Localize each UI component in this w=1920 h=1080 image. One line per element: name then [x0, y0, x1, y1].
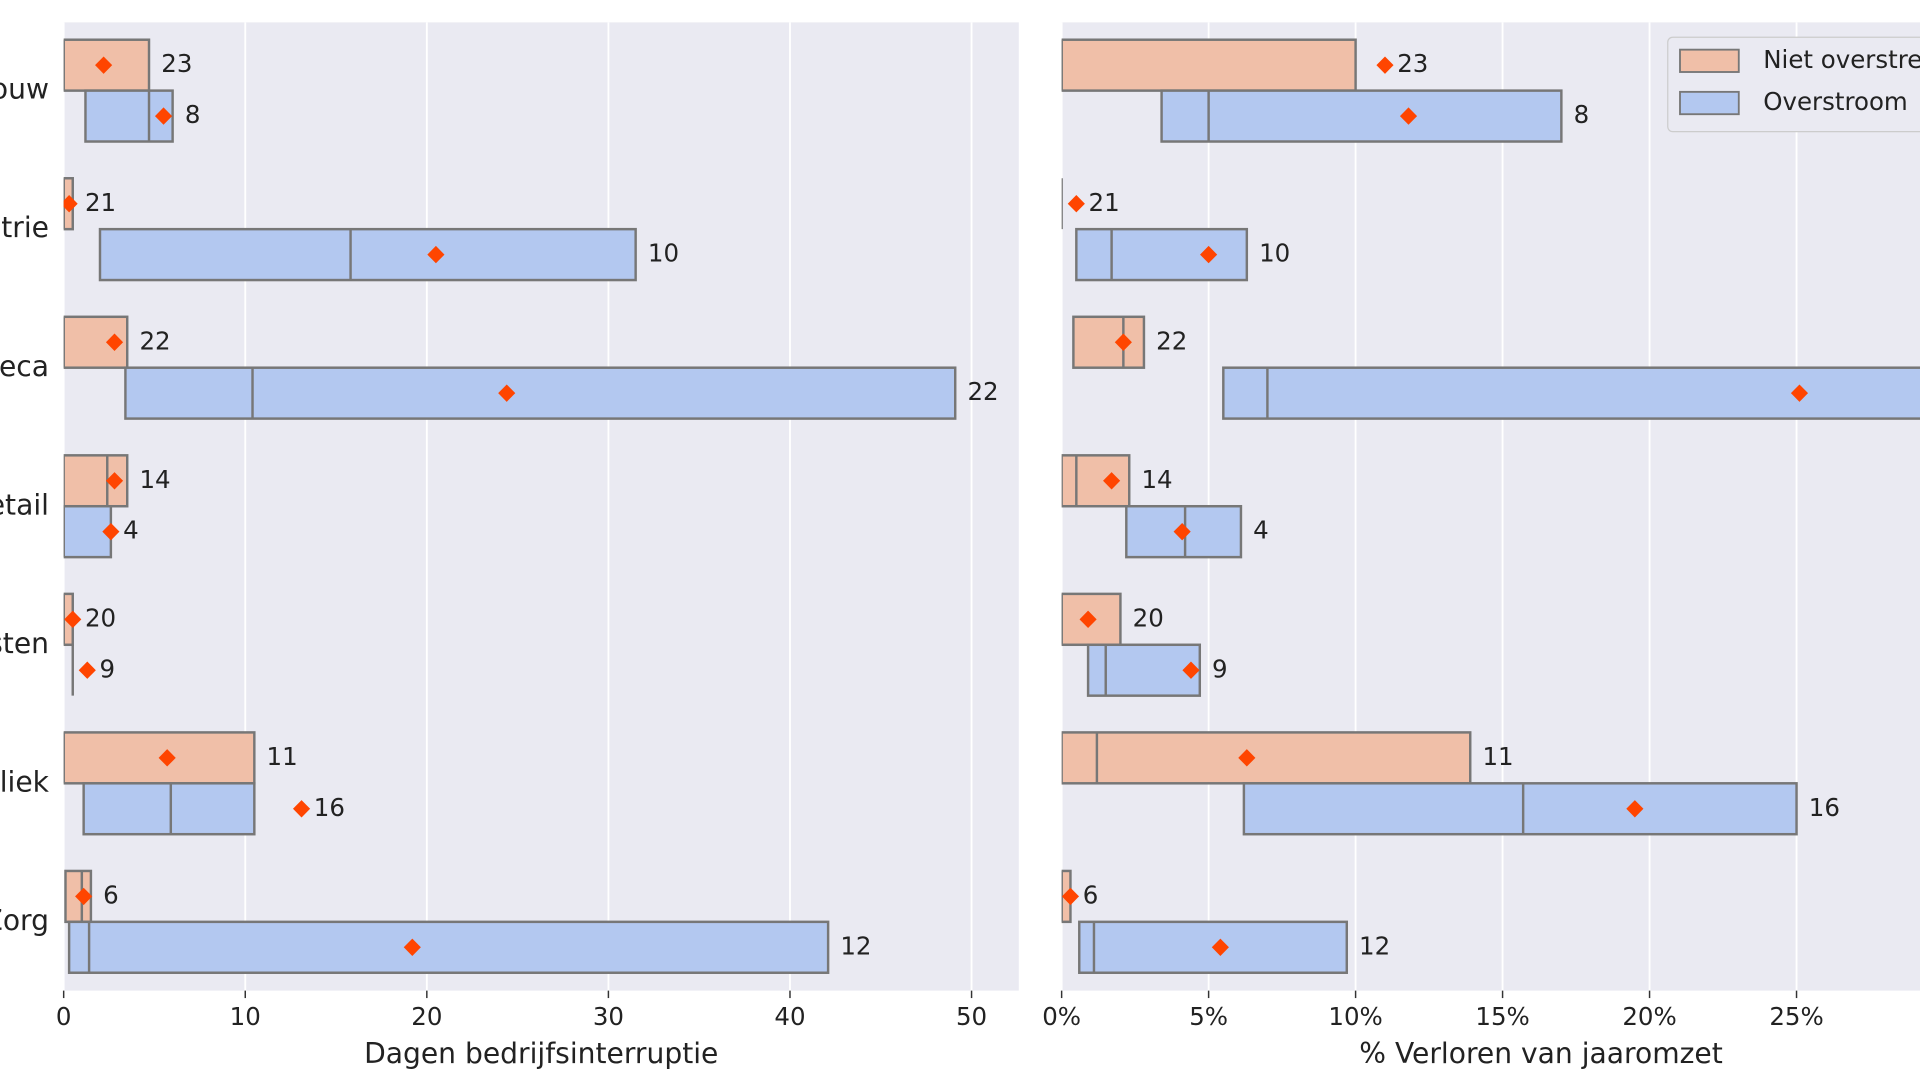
x-tick-label: 5% [1189, 1002, 1228, 1031]
count-label: 22 [967, 377, 998, 406]
box [1075, 227, 1249, 282]
mean-marker [1079, 610, 1097, 629]
y-tick-label: sten [0, 627, 49, 660]
count-label: 16 [1809, 793, 1840, 822]
count-label: 4 [1253, 516, 1269, 545]
mean-marker [292, 800, 311, 818]
box [1061, 38, 1357, 92]
mean-marker [1061, 887, 1080, 906]
x-tick-label: 50 [956, 1002, 987, 1031]
legend-swatch [1679, 90, 1740, 116]
count-label: 9 [1212, 654, 1228, 683]
mean-marker [63, 195, 78, 213]
count-label: 21 [1089, 188, 1120, 217]
count-label: 21 [85, 188, 116, 217]
x-tick-label: 0% [1042, 1002, 1081, 1031]
plot-area [63, 38, 957, 974]
box [63, 315, 129, 369]
mean-marker [498, 384, 516, 402]
count-label: 4 [123, 516, 139, 545]
legend-label: Overstroom [1763, 87, 1908, 116]
box [1072, 315, 1146, 369]
x-tick-label: 25% [1769, 1002, 1823, 1031]
count-label: 23 [1397, 49, 1428, 78]
x-tick-label: 20% [1622, 1002, 1676, 1031]
count-label: 22 [139, 326, 170, 355]
y-tick-label: liek [0, 765, 50, 798]
mean-marker [1790, 384, 1809, 402]
box [67, 920, 830, 974]
count-label: 6 [1083, 880, 1099, 909]
mean-marker [64, 610, 82, 629]
mean-marker [1238, 749, 1256, 767]
legend-swatch [1679, 48, 1740, 73]
y-tick-label: eca [0, 350, 49, 383]
count-label: 8 [1574, 100, 1590, 129]
mean-marker [1399, 107, 1418, 125]
x-tick-label: 0 [56, 1002, 72, 1031]
mean-marker [403, 938, 421, 956]
count-label: 9 [100, 654, 116, 683]
box [1242, 782, 1798, 836]
y-tick-label: strie [0, 211, 49, 244]
x-tick-label: 15% [1475, 1002, 1529, 1031]
mean-marker [75, 887, 93, 906]
count-label: 20 [1133, 603, 1164, 632]
count-label: 10 [648, 238, 679, 267]
plot-area [1061, 38, 1920, 974]
x-axis-label: % Verloren van jaaromzet [1359, 1037, 1723, 1070]
x-tick-label: 30 [593, 1002, 624, 1031]
mean-marker [158, 749, 176, 767]
y-tick-label: etail [0, 488, 49, 521]
count-label: 8 [185, 100, 201, 129]
box [1160, 89, 1563, 143]
box [124, 366, 957, 420]
mean-marker [78, 661, 96, 679]
legend: Niet overstre Overstroom [1667, 36, 1920, 133]
count-label: 14 [139, 465, 170, 494]
box [82, 782, 256, 836]
count-label: 22 [1156, 326, 1187, 355]
count-label: 23 [161, 49, 192, 78]
x-tick-label: 40 [774, 1002, 805, 1031]
x-tick-label: 10% [1328, 1002, 1382, 1031]
count-label: 14 [1141, 465, 1172, 494]
legend-label: Niet overstre [1763, 45, 1920, 74]
box [1061, 731, 1472, 785]
mean-marker [1114, 333, 1132, 351]
count-label: 12 [1359, 931, 1390, 960]
plot-background [63, 22, 1019, 991]
y-tick-label: ouw [0, 72, 49, 105]
box [98, 227, 637, 282]
box [1222, 366, 1920, 420]
mean-marker [1626, 800, 1644, 818]
count-label: 11 [1482, 742, 1513, 771]
count-label: 10 [1259, 238, 1290, 267]
count-labels: 23 21 22 14 20 11 6 8 10 22 4 9 16 12 [85, 49, 999, 960]
count-label: 12 [840, 931, 871, 960]
count-label: 20 [85, 603, 116, 632]
x-tick-label: 10 [230, 1002, 261, 1031]
mean-marker [1211, 938, 1229, 956]
count-label: 16 [314, 793, 345, 822]
count-label: 11 [267, 742, 298, 771]
x-axis-label: Dagen bedrijfsinterruptie [364, 1037, 718, 1070]
count-label: 6 [103, 880, 119, 909]
x-tick-label: 20 [411, 1002, 442, 1031]
y-tick-label: Zorg [0, 904, 49, 937]
